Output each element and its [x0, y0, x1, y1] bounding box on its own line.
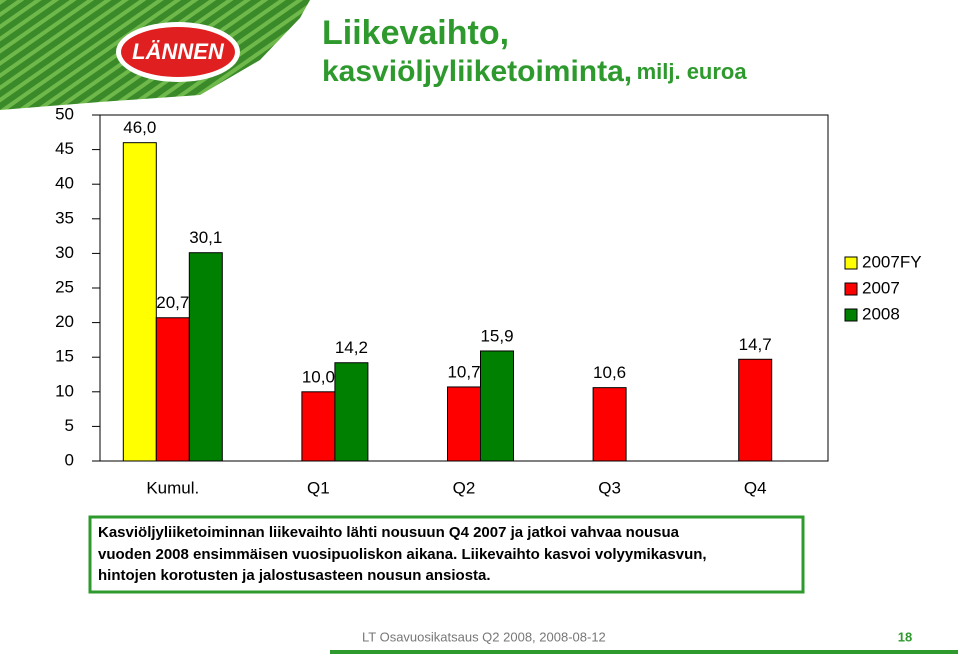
note-line: hintojen korotusten ja jalostusasteen no… — [98, 567, 491, 584]
y-tick-label: 30 — [55, 243, 74, 262]
legend-label: 2007FY — [862, 252, 922, 271]
bar — [188, 252, 223, 462]
value-label: 46,0 — [123, 118, 156, 137]
bar — [301, 391, 336, 462]
y-tick-label: 45 — [55, 139, 74, 158]
x-tick-label: Q4 — [744, 478, 767, 497]
bar — [592, 387, 627, 462]
x-tick-label: Kumul. — [146, 478, 199, 497]
logo-ellipse — [121, 27, 235, 77]
value-label: 10,0 — [302, 367, 335, 386]
value-label: 14,2 — [335, 338, 368, 357]
value-label: 15,9 — [480, 326, 513, 345]
value-label: 10,6 — [593, 363, 626, 382]
bar — [480, 350, 514, 462]
x-tick-label: Q2 — [453, 478, 476, 497]
bar — [334, 362, 369, 462]
bar — [155, 317, 190, 462]
note-line: Kasviöljyliiketoiminnan liikevaihto läht… — [98, 524, 680, 541]
chart-subtitle-group: kasviöljyliiketoiminta, milj. euroa — [322, 55, 747, 88]
y-tick-label: 0 — [65, 450, 74, 469]
y-tick-label: 15 — [55, 347, 74, 366]
y-tick-label: 20 — [55, 312, 74, 331]
x-tick-label: Q3 — [598, 478, 621, 497]
value-label: 20,7 — [156, 293, 189, 312]
y-tick-label: 50 — [55, 104, 74, 123]
y-tick-label: 10 — [55, 381, 74, 400]
y-tick-label: 40 — [55, 174, 74, 193]
chart-title: Liikevaihto, — [322, 14, 509, 52]
legend-swatch — [844, 282, 858, 296]
legend-swatch — [844, 256, 858, 270]
chart-subtitle: kasviöljyliiketoiminta, — [322, 55, 632, 88]
note-line: vuoden 2008 ensimmäisen vuosipuoliskon a… — [98, 546, 707, 563]
legend-label: 2007 — [862, 278, 900, 297]
bar — [738, 358, 773, 462]
y-tick-label: 35 — [55, 208, 74, 227]
bar — [122, 142, 157, 462]
bar — [447, 386, 481, 462]
value-label: 14,7 — [739, 335, 772, 354]
chart-unit: milj. euroa — [637, 59, 748, 84]
logo-text: LÄNNEN — [132, 39, 225, 64]
page-number: 18 — [898, 629, 912, 644]
y-tick-label: 5 — [65, 416, 74, 435]
x-tick-label: Q1 — [307, 478, 330, 497]
y-tick-label: 25 — [55, 277, 74, 296]
note-box — [88, 515, 805, 594]
value-label: 10,7 — [447, 362, 480, 381]
legend-label: 2008 — [862, 304, 900, 323]
footer-text: LT Osavuosikatsaus Q2 2008, 2008-08-12 — [362, 629, 606, 644]
value-label: 30,1 — [189, 228, 222, 247]
legend-swatch — [844, 308, 858, 322]
chart: 0 5 10 15 20 25 30 35 40 45 50 Kumul. 46,0 20,7 30,1 Q1… — [55, 104, 921, 497]
